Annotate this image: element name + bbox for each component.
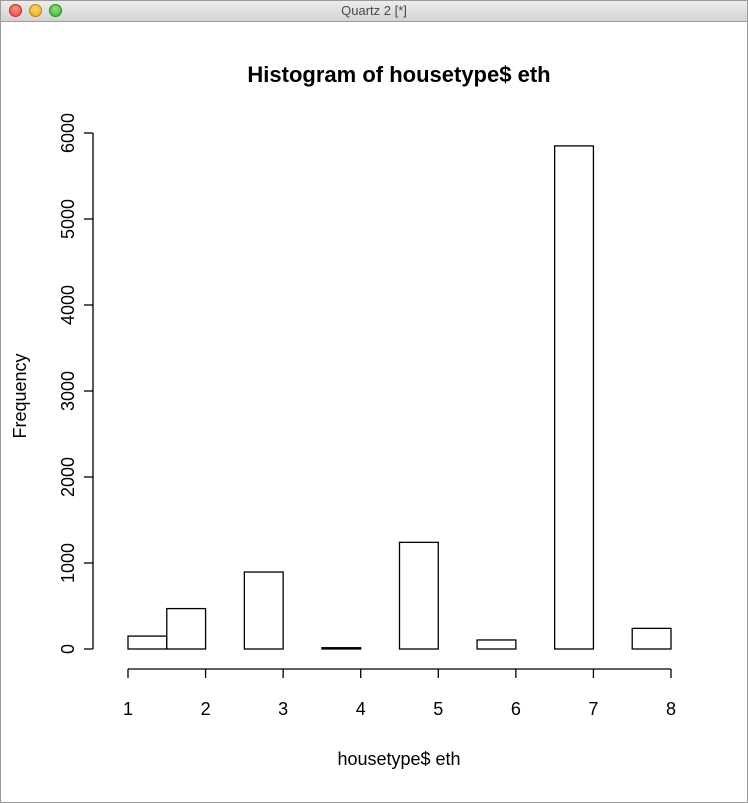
close-button[interactable] <box>9 4 22 17</box>
y-tick-label: 4000 <box>58 285 78 325</box>
x-tick-label: 8 <box>666 699 676 719</box>
window-title: Quartz 2 [*] <box>341 3 407 18</box>
x-axis: 1 2 3 4 5 6 7 8 <box>123 668 676 719</box>
bars-group <box>127 145 672 650</box>
x-tick-label: 5 <box>433 699 443 719</box>
minimize-button[interactable] <box>29 4 42 17</box>
chart-title: Histogram of housetype$ eth <box>247 62 550 87</box>
histogram-bar <box>476 639 517 650</box>
histogram-bar <box>398 541 439 650</box>
x-tick-label: 1 <box>123 699 133 719</box>
x-tick-label: 7 <box>588 699 598 719</box>
x-axis-label: housetype$ eth <box>337 749 460 769</box>
y-tick-label: 1000 <box>58 543 78 583</box>
y-axis: 0 1000 2000 3000 4000 5000 6000 <box>58 113 94 654</box>
y-tick-label: 0 <box>58 644 78 654</box>
zoom-button[interactable] <box>49 4 62 17</box>
histogram-bar <box>553 145 595 650</box>
x-tick-label: 4 <box>356 699 366 719</box>
x-tick-label: 6 <box>511 699 521 719</box>
histogram-plot: Histogram of housetype$ eth 0 1000 2000 300… <box>10 62 676 769</box>
x-tick-label: 2 <box>201 699 211 719</box>
histogram-bar <box>243 571 284 650</box>
histogram-bar <box>127 635 168 650</box>
x-tick-label: 3 <box>278 699 288 719</box>
y-tick-label: 3000 <box>58 371 78 411</box>
title-bar[interactable]: Quartz 2 [*] <box>1 1 747 22</box>
y-tick-label: 6000 <box>58 113 78 153</box>
y-tick-label: 5000 <box>58 199 78 239</box>
histogram-bar <box>631 627 672 650</box>
histogram-bar <box>321 647 362 650</box>
y-tick-label: 2000 <box>58 457 78 497</box>
histogram-bar <box>166 607 207 650</box>
y-axis-label: Frequency <box>10 353 30 438</box>
